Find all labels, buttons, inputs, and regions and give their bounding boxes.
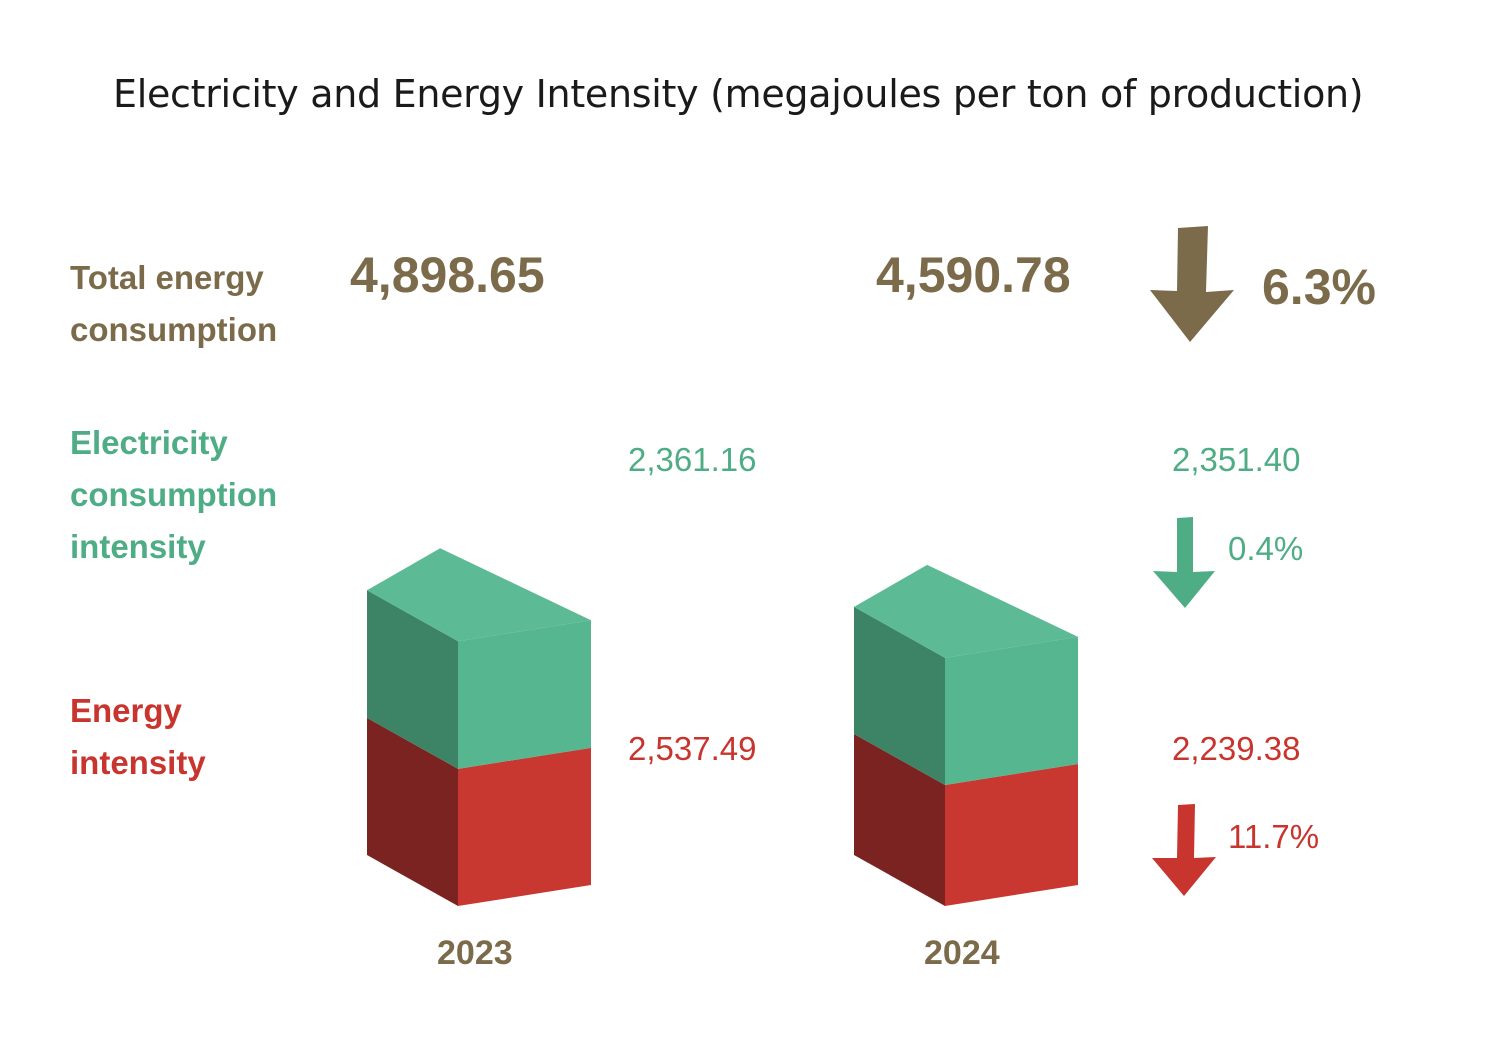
x-tick-2024: 2024 bbox=[924, 934, 1000, 972]
legend-total-energy: Total energy consumption bbox=[70, 259, 278, 348]
electricity-bar-2023 bbox=[458, 620, 591, 769]
x-tick-2023: 2023 bbox=[437, 934, 513, 972]
bar-top-2023 bbox=[367, 548, 591, 642]
bars-group bbox=[367, 548, 1078, 906]
electricity-bar-2024 bbox=[945, 636, 1078, 785]
energy-arrow-down-icon bbox=[1152, 804, 1216, 896]
electricity-arrow-down-icon bbox=[1153, 517, 1215, 608]
energy-label-2023: 2,537.49 bbox=[628, 730, 757, 767]
electricity-bar-side-2023 bbox=[367, 590, 458, 769]
total-value-2023: 4,898.65 bbox=[350, 247, 545, 303]
energy-bar-2023 bbox=[458, 747, 591, 906]
legend-electricity-intensity: Electricity consumption intensity bbox=[70, 424, 278, 565]
chart-title: Electricity and Energy Intensity (megajo… bbox=[113, 72, 1364, 116]
energy-bar-side-2023 bbox=[367, 717, 458, 906]
energy-bar-2024 bbox=[945, 763, 1078, 906]
electricity-change-percent: 0.4% bbox=[1228, 530, 1304, 567]
electricity-bar-side-2024 bbox=[854, 606, 945, 785]
total-arrow-down-icon bbox=[1150, 226, 1234, 342]
legend-energy-intensity: Energy intensity bbox=[70, 692, 206, 781]
energy-change-percent: 11.7% bbox=[1228, 818, 1320, 855]
bar-top-2024 bbox=[854, 564, 1078, 658]
energy-bar-side-2024 bbox=[854, 733, 945, 906]
electricity-label-2023: 2,361.16 bbox=[628, 441, 757, 478]
total-change-percent: 6.3% bbox=[1262, 259, 1376, 315]
electricity-label-2024: 2,351.40 bbox=[1172, 441, 1301, 478]
energy-label-2024: 2,239.38 bbox=[1172, 730, 1301, 767]
total-value-2024: 4,590.78 bbox=[876, 247, 1071, 303]
